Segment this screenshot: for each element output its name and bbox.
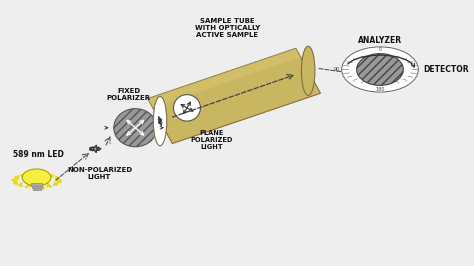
Text: DETECTOR: DETECTOR <box>423 65 468 74</box>
Bar <box>33 188 41 190</box>
Text: 0: 0 <box>378 47 382 52</box>
Circle shape <box>342 47 419 92</box>
Bar <box>32 186 42 188</box>
Ellipse shape <box>301 46 315 95</box>
Text: 180: 180 <box>375 87 385 92</box>
Text: ANALYZER: ANALYZER <box>358 36 402 45</box>
Text: PLANE
POLARIZED
LIGHT: PLANE POLARIZED LIGHT <box>191 130 233 150</box>
Polygon shape <box>148 48 301 108</box>
Ellipse shape <box>173 95 201 121</box>
Ellipse shape <box>356 54 403 85</box>
Text: SAMPLE TUBE
WITH OPTICALLY
ACTIVE SAMPLE: SAMPLE TUBE WITH OPTICALLY ACTIVE SAMPLE <box>195 18 260 38</box>
Text: NON-POLARIZED
LIGHT: NON-POLARIZED LIGHT <box>67 167 132 180</box>
Bar <box>31 183 43 186</box>
Text: 589 nm LED: 589 nm LED <box>13 150 64 159</box>
Ellipse shape <box>114 109 157 147</box>
Circle shape <box>22 169 51 186</box>
Text: 90: 90 <box>333 67 339 72</box>
Ellipse shape <box>153 97 167 146</box>
Polygon shape <box>148 48 320 144</box>
Text: FIXED
POLARIZER: FIXED POLARIZER <box>107 88 151 101</box>
